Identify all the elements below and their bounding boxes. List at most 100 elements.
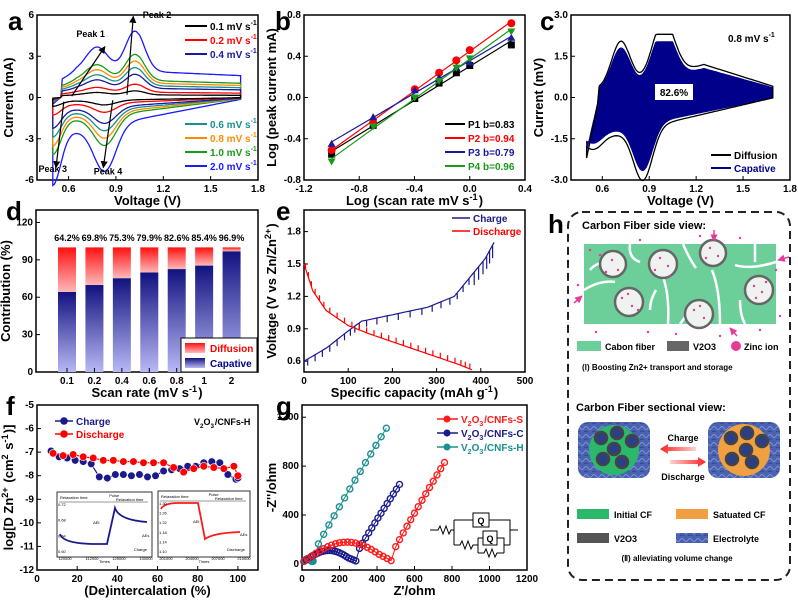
y-axis-label: Current (mV): [531, 58, 546, 137]
inset-y-tick: 0.72: [58, 502, 67, 507]
zinc-ion-dot: [704, 256, 708, 260]
zinc-ion-dot: [698, 234, 702, 238]
x-tick-label: 100: [340, 376, 357, 387]
legend-label-carbon-fiber: Cabon fiber: [605, 342, 655, 352]
x-tick-label: 1.2: [156, 184, 170, 195]
inset-y-tick: 0.60: [58, 549, 67, 554]
data-point: [452, 64, 461, 72]
data-point: [119, 470, 128, 479]
x-tick-label: 0.4: [518, 184, 532, 195]
data-point: [111, 470, 120, 479]
data-point: [127, 471, 136, 480]
x-tick-label: 1200: [516, 574, 539, 585]
bar-diffusion: [195, 247, 214, 266]
circuit-q1: [472, 512, 490, 528]
peak3-label: Peak 3: [39, 164, 68, 174]
circuit-q1-label: Q: [477, 516, 484, 526]
data-point: [69, 450, 78, 459]
data-point: [179, 468, 188, 477]
data-point: [314, 540, 323, 548]
data-point: [361, 534, 370, 542]
scan-rate-label: 0.8 mV s-1: [728, 32, 776, 45]
data-point: [440, 458, 449, 467]
x-tick-label: 800: [444, 574, 461, 585]
legend-label-v2o3: V2O3: [693, 342, 716, 352]
fit-line-2: [331, 35, 512, 143]
y-tick-label: -0.8: [284, 175, 302, 186]
y-tick-label: -6: [25, 175, 34, 186]
panel-h-schematic: Carbon Fiber side view:: [567, 211, 791, 581]
fit-line-0: [331, 40, 512, 152]
inset-x-tick: 130000: [139, 556, 153, 561]
inset-y-tick: 1.26: [159, 511, 168, 516]
bar-data-label: 79.9%: [137, 233, 163, 243]
data-point: [392, 542, 400, 551]
zinc-ion-dot: [658, 256, 662, 260]
inset-curve-label: Discharge: [227, 547, 246, 552]
legend-label: V2O3 /CNFs-C: [461, 429, 524, 442]
data-point: [209, 463, 218, 472]
y-axis-label: Log (peak current mA): [264, 28, 279, 167]
zinc-ion-dot: [610, 258, 614, 262]
data-point: [79, 452, 88, 461]
bar-diffusion: [167, 247, 186, 270]
inset-x-label: Times: [199, 559, 210, 564]
data-point: [331, 540, 340, 548]
inset-y-tick: 1.18: [159, 530, 168, 535]
inset-x-tick: 125000: [112, 556, 126, 561]
y-tick-label: 0.8: [287, 10, 301, 21]
data-point: [327, 158, 336, 166]
legend-label: 1.0 mV s-1: [210, 146, 258, 159]
y-tick-label: 1.5: [554, 51, 568, 62]
panel-letter-e: e: [276, 196, 290, 226]
inset-frame: [56, 491, 153, 558]
inset-label: Pulse: [109, 493, 120, 498]
x-tick-label: 0.2: [87, 376, 101, 387]
data-point: [435, 78, 444, 85]
gitt-curve-discharge: [303, 263, 473, 371]
bar-diffusion: [58, 247, 76, 292]
zinc-ion-dot: [738, 236, 742, 240]
panel-d-contribution-bars: 0 30 60 90 120 Scan rate (mV s-1 ) Contributio…: [0, 209, 259, 400]
legend-label-zinc-ion: Zinc ion: [744, 342, 779, 352]
charge-arrow-label: Charge: [667, 433, 698, 443]
y-tick-label: 0.9: [287, 324, 301, 335]
data-point: [325, 521, 333, 529]
data-point: [507, 28, 516, 36]
fit-line-1: [331, 21, 512, 151]
data-point: [377, 433, 385, 441]
data-point: [418, 496, 426, 504]
peak3-arrow: [53, 101, 65, 169]
x-tick-label: 0.8: [170, 376, 184, 387]
peak1-arrow: [71, 46, 106, 97]
x-tick-label: 0.1: [60, 376, 74, 387]
legend-marker: [443, 429, 451, 437]
data-point: [465, 55, 474, 63]
inset-x-tick: 207000: [211, 556, 225, 561]
data-point: [327, 146, 336, 155]
data-point: [119, 457, 128, 466]
y-tick-label: -11: [20, 541, 34, 552]
x-axis-label: Voltage (V): [114, 193, 181, 208]
data-point: [233, 471, 243, 480]
panel-g-nyquist-plot: 0 200 400 600 800 1000 1200 0 400 800 1200 Z'/ohm -Z…: [264, 404, 539, 598]
legend-swatch-zinc-ion: [731, 341, 741, 351]
discharge-arrow-icon: [670, 457, 706, 467]
legend-label: Diffusion: [734, 151, 777, 162]
data-point: [99, 456, 108, 465]
y-tick-label: 0.0: [554, 93, 568, 104]
legend-label: P3 b=0.79: [468, 148, 515, 159]
zinc-ion-dot: [774, 268, 778, 272]
legend-swatch-saturated-cf: [676, 509, 708, 519]
legend-label: P1 b=0.83: [468, 120, 515, 131]
bar-diffusion: [140, 247, 159, 273]
x-tick-label: -0.4: [406, 184, 424, 195]
y-tick-label: 3: [28, 51, 34, 62]
y-axis-label: Voltage (V vs Zn/Zn2+ ): [263, 223, 279, 358]
x-tick-label: 1: [201, 376, 207, 387]
circuit-q2: [482, 530, 498, 546]
nyquist-line-0: [303, 462, 445, 562]
zinc-ion-dot: [598, 253, 602, 257]
x-axis-label: Z'/ohm: [393, 583, 435, 598]
